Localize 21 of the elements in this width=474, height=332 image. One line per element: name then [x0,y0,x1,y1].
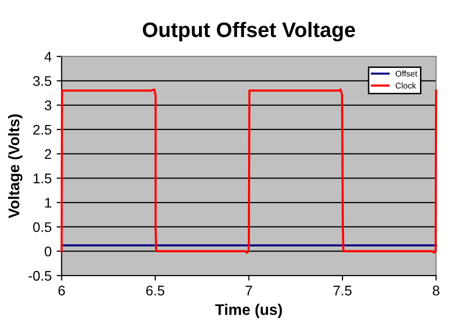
legend-label: Offset [396,70,418,77]
chart-title: Output Offset Voltage [142,22,356,42]
x-tick-label: 6.5 [146,286,164,296]
y-tick-label: 3.5 [33,76,52,86]
y-tick-label: 0 [44,246,52,256]
y-tick-label: 1.5 [34,174,52,184]
y-tick-label: 1 [45,198,52,208]
y-tick-label: 2.5 [33,124,52,135]
y-tick-label: 3 [44,100,52,110]
x-axis-title: Time (us) [215,304,282,318]
y-tick-label: 0.5 [33,222,52,232]
y-tick-label: 4 [44,52,52,62]
line-series [60,88,438,254]
x-tick-label: 6 [58,286,65,296]
x-tick-label: 8 [432,286,440,296]
x-tick-label: 7.5 [334,286,352,296]
y-tick-label: -0.5 [28,270,52,281]
y-axis-title: Voltage (Volts) [8,114,22,218]
legend-label: Clock [396,82,416,89]
x-tick-label: 7 [246,286,252,296]
y-tick-label: 2 [44,149,52,159]
